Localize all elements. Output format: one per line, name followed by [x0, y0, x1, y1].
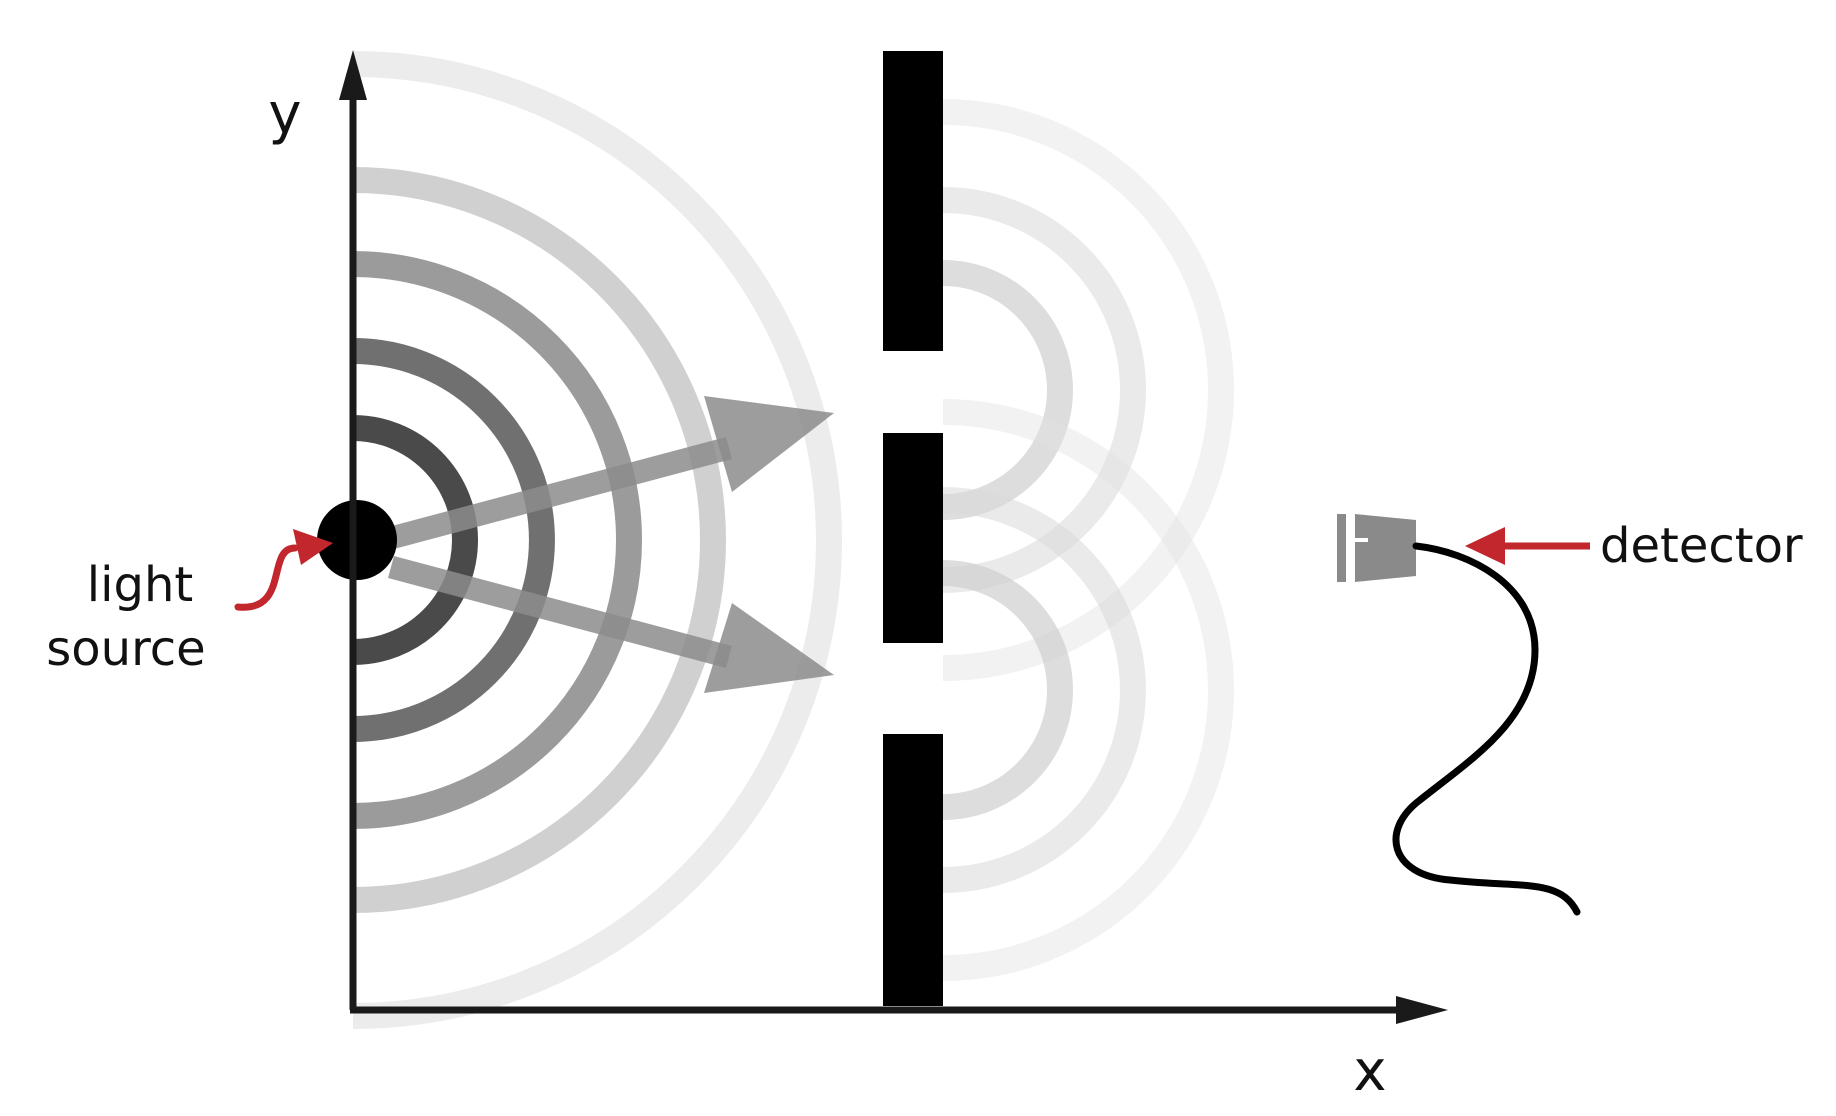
light-source-pointer-arrowhead [293, 529, 333, 565]
axes [339, 50, 1448, 1024]
beam-arrow-lower [388, 556, 834, 693]
beam-arrows [388, 396, 834, 693]
detector-icon [1337, 514, 1416, 582]
source-wavefronts [352, 51, 842, 1029]
beam-arrow-upper [388, 396, 834, 549]
barrier-middle-segment [883, 433, 943, 643]
lower-slit-wavefronts [942, 399, 1234, 981]
detector-back-plate [1337, 514, 1346, 582]
x-axis-arrowhead [1396, 996, 1448, 1024]
barrier-top-segment [883, 51, 943, 351]
detector-label: detector [1600, 518, 1803, 574]
y-axis-arrowhead [339, 50, 367, 100]
source-wavefront-ring [352, 415, 478, 665]
detector-cable [1392, 542, 1581, 916]
source-wavefront-ring [352, 51, 842, 1029]
slit-wavefront-ring [942, 560, 1073, 820]
barrier-bottom-segment [883, 734, 943, 1006]
slit-wavefront-ring [942, 260, 1073, 520]
detector-body [1355, 514, 1416, 582]
x-axis-label: x [1353, 1039, 1386, 1104]
light-source-label-line2: source [46, 621, 205, 677]
slit-wavefront-ring [942, 487, 1146, 893]
detector-pointer-arrowhead [1465, 527, 1505, 565]
light-source-label-line1: light [87, 557, 193, 613]
y-axis-label: y [268, 82, 301, 147]
source-wavefront-ring [352, 167, 726, 913]
slit-barrier [883, 51, 943, 1006]
slit-wavefront-ring [942, 399, 1234, 981]
light-source-pointer-arrow [234, 544, 299, 611]
slit-wavefront-ring [942, 187, 1146, 593]
light-source-dot-icon [317, 500, 397, 580]
source-wavefront-ring [352, 338, 555, 742]
slit-wavefront-ring [942, 99, 1234, 681]
source-wavefront-ring [352, 251, 642, 829]
